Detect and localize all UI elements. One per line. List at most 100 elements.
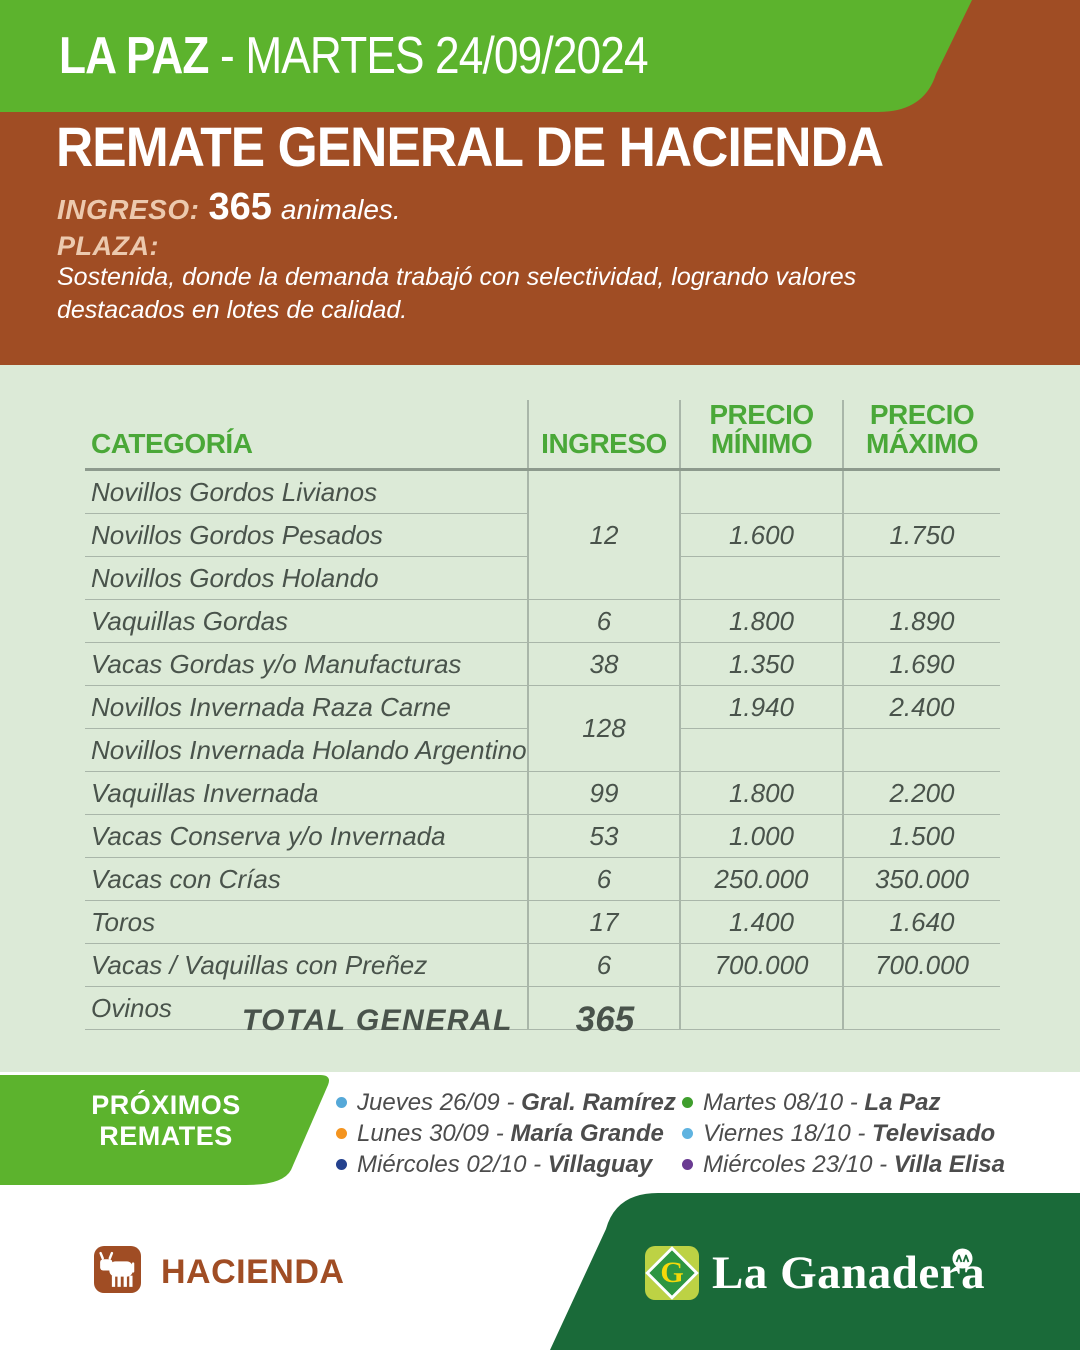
cell-category: Novillos Gordos Pesados bbox=[85, 513, 529, 557]
cell-ingreso bbox=[528, 986, 681, 1030]
cell-min: 1.940 bbox=[680, 685, 844, 729]
trademark-icon bbox=[952, 1248, 973, 1269]
brand-initial: G bbox=[660, 1256, 684, 1289]
cell-ingreso: 6 bbox=[528, 599, 681, 643]
cell-min: 250.000 bbox=[680, 857, 844, 901]
upcoming-date: Martes 08/10 bbox=[703, 1088, 844, 1116]
table-row: Vaquillas Invernada 99 1.800 2.200 bbox=[85, 771, 1000, 815]
cell-ingreso: 128 bbox=[528, 685, 681, 772]
upcoming-item: Jueves 26/09 - Gral. Ramírez bbox=[336, 1087, 676, 1118]
upcoming-place: Villa Elisa bbox=[893, 1150, 1005, 1178]
cell-min bbox=[680, 469, 844, 514]
upcoming-separator: - bbox=[499, 1088, 522, 1116]
table-row: Toros 17 1.400 1.640 bbox=[85, 900, 1000, 944]
cell-category: Vacas / Vaquillas con Preñez bbox=[85, 943, 529, 987]
price-table-body: Novillos Gordos Livianos 12 Novillos Gordo… bbox=[85, 469, 1000, 1030]
upcoming-date: Viernes 18/10 bbox=[703, 1119, 851, 1147]
table-row: Novillos Gordos Livianos 12 bbox=[85, 469, 1000, 600]
cell-category: Novillos Invernada Holando Argentino bbox=[85, 728, 529, 772]
upcoming-item: Viernes 18/10 - Televisado bbox=[682, 1118, 1005, 1149]
location-date-line: LA PAZ - MARTES 24/09/2024 bbox=[59, 26, 649, 86]
table-row: Novillos Invernada Raza Carne 128 1.940 2.4… bbox=[85, 685, 1000, 772]
bullet-icon bbox=[682, 1097, 693, 1108]
cell-min: 700.000 bbox=[680, 943, 844, 987]
cell-category: Novillos Gordos Holando bbox=[85, 556, 529, 600]
ingreso-suffix: animales. bbox=[280, 194, 401, 225]
cell-min bbox=[680, 556, 844, 600]
upcoming-date: Miércoles 23/10 bbox=[703, 1150, 873, 1178]
upcoming-date: Jueves 26/09 bbox=[357, 1088, 500, 1116]
ingreso-label: INGRESO: bbox=[57, 194, 200, 225]
cell-ingreso: 38 bbox=[528, 642, 681, 686]
cell-min: 1.800 bbox=[680, 599, 844, 643]
cell-category: Novillos Invernada Raza Carne bbox=[85, 685, 529, 729]
cell-category: Toros bbox=[85, 900, 529, 944]
cell-category: Vacas Conserva y/o Invernada bbox=[85, 814, 529, 858]
cell-ingreso: 12 bbox=[528, 469, 681, 600]
total-general-value: 365 bbox=[575, 1000, 635, 1039]
upcoming-item: Miércoles 23/10 - Villa Elisa bbox=[682, 1149, 1005, 1180]
cell-category: Novillos Gordos Livianos bbox=[85, 469, 529, 514]
cell-category: Ovinos bbox=[85, 986, 529, 1030]
location-label: LA PAZ bbox=[59, 27, 209, 85]
cell-category: Vaquillas Gordas bbox=[85, 599, 529, 643]
cell-max: 2.400 bbox=[843, 685, 1000, 729]
cell-min: 1.600 bbox=[680, 513, 844, 557]
cell-max bbox=[843, 469, 1000, 514]
cell-min: 1.400 bbox=[680, 900, 844, 944]
cell-min bbox=[680, 986, 844, 1030]
total-general-label: TOTAL GENERAL bbox=[241, 1004, 513, 1037]
proximos-remates-banner: PRÓXIMOS REMATES bbox=[50, 1090, 282, 1152]
footer-brand-shape bbox=[550, 1193, 1080, 1350]
top-section: LA PAZ - MARTES 24/09/2024 REMATE GENERA… bbox=[0, 0, 1080, 365]
brand-name: La Ganadera bbox=[712, 1247, 986, 1299]
upcoming-col-1: Jueves 26/09 - Gral. Ramírez Lunes 30/09 … bbox=[336, 1087, 676, 1180]
green-banner-shape bbox=[0, 0, 972, 112]
date-separator: - bbox=[208, 27, 246, 85]
upcoming-item: Miércoles 02/10 - Villaguay bbox=[336, 1149, 676, 1180]
table-row: Ovinos bbox=[85, 986, 1000, 1030]
proximos-line2: REMATES bbox=[99, 1121, 233, 1151]
cell-ingreso: 6 bbox=[528, 943, 681, 987]
cell-category: Vacas con Crías bbox=[85, 857, 529, 901]
page-title: REMATE GENERAL DE HACIENDA bbox=[56, 115, 884, 178]
upcoming-col-2: Martes 08/10 - La Paz Viernes 18/10 - Tel… bbox=[682, 1087, 1005, 1180]
table-row: Vacas Gordas y/o Manufacturas 38 1.350 1.69… bbox=[85, 642, 1000, 686]
bullet-icon bbox=[336, 1097, 347, 1108]
cell-max bbox=[843, 728, 1000, 772]
brand-logo: G bbox=[645, 1246, 699, 1300]
proximos-line1: PRÓXIMOS bbox=[91, 1090, 241, 1120]
upcoming-separator: - bbox=[526, 1150, 548, 1178]
cell-max: 1.750 bbox=[843, 513, 1000, 557]
hacienda-label: HACIENDA bbox=[161, 1253, 345, 1291]
cell-max: 1.890 bbox=[843, 599, 1000, 643]
price-table: CATEGORÍA INGRESO PRECIO MÍNIMO PRECIO M… bbox=[85, 400, 1000, 1030]
table-row: Vacas con Crías 6 250.000 350.000 bbox=[85, 857, 1000, 901]
bullet-icon bbox=[682, 1128, 693, 1139]
cell-ingreso: 99 bbox=[528, 771, 681, 815]
cell-min: 1.350 bbox=[680, 642, 844, 686]
upcoming-place: La Paz bbox=[864, 1088, 941, 1116]
cell-max: 350.000 bbox=[843, 857, 1000, 901]
cell-category: Vacas Gordas y/o Manufacturas bbox=[85, 642, 529, 686]
ingreso-value: 365 bbox=[208, 186, 272, 228]
cell-min: 1.800 bbox=[680, 771, 844, 815]
upcoming-date: Miércoles 02/10 bbox=[357, 1150, 527, 1178]
cell-max: 1.690 bbox=[843, 642, 1000, 686]
upcoming-place: Villaguay bbox=[547, 1150, 653, 1178]
bullet-icon bbox=[336, 1128, 347, 1139]
cell-ingreso: 17 bbox=[528, 900, 681, 944]
column-header-categoria: CATEGORÍA bbox=[85, 400, 529, 471]
cell-max: 1.640 bbox=[843, 900, 1000, 944]
column-header-ingreso: INGRESO bbox=[528, 400, 681, 471]
upcoming-separator: - bbox=[489, 1119, 511, 1147]
ingreso-line: INGRESO: 365 animales. bbox=[57, 186, 401, 229]
bullet-icon bbox=[682, 1159, 693, 1170]
bullet-icon bbox=[336, 1159, 347, 1170]
table-row: Novillos Gordos Holando bbox=[85, 556, 1000, 600]
table-row: Vacas Conserva y/o Invernada 53 1.000 1.500 bbox=[85, 814, 1000, 858]
cell-max bbox=[843, 986, 1000, 1030]
cell-min bbox=[680, 728, 844, 772]
cell-max: 2.200 bbox=[843, 771, 1000, 815]
